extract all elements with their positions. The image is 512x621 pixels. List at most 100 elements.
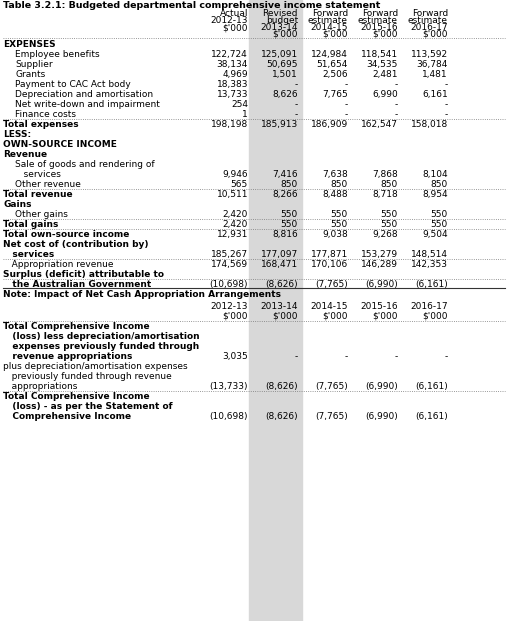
Text: 125,091: 125,091: [261, 50, 298, 59]
Text: (6,990): (6,990): [365, 412, 398, 421]
Text: Total own-source income: Total own-source income: [3, 230, 130, 239]
Text: (6,990): (6,990): [365, 382, 398, 391]
Text: Total expenses: Total expenses: [3, 120, 79, 129]
Text: 158,018: 158,018: [411, 120, 448, 129]
Text: 2015-16: 2015-16: [360, 23, 398, 32]
Text: (6,990): (6,990): [365, 280, 398, 289]
Text: appropriations: appropriations: [3, 382, 77, 391]
Text: LESS:: LESS:: [3, 130, 31, 139]
Text: Forward: Forward: [362, 9, 398, 18]
Text: Actual: Actual: [220, 9, 248, 18]
Text: -: -: [295, 352, 298, 361]
Text: (6,161): (6,161): [415, 382, 448, 391]
Text: 185,913: 185,913: [261, 120, 298, 129]
Text: 36,784: 36,784: [417, 60, 448, 69]
Text: -: -: [395, 352, 398, 361]
Text: (7,765): (7,765): [315, 280, 348, 289]
Text: 2,420: 2,420: [223, 220, 248, 229]
Text: Payment to CAC Act body: Payment to CAC Act body: [15, 80, 131, 89]
Text: -: -: [445, 100, 448, 109]
Text: Other revenue: Other revenue: [15, 180, 81, 189]
Text: 550: 550: [431, 220, 448, 229]
Text: 142,353: 142,353: [411, 260, 448, 269]
Text: the Australian Government: the Australian Government: [3, 280, 151, 289]
Text: (loss) - as per the Statement of: (loss) - as per the Statement of: [3, 402, 173, 411]
Text: $'000: $'000: [223, 312, 248, 321]
Text: Net cost of (contribution by): Net cost of (contribution by): [3, 240, 148, 249]
Text: $'000: $'000: [272, 30, 298, 39]
Text: 7,765: 7,765: [322, 90, 348, 99]
Text: 4,969: 4,969: [222, 70, 248, 79]
Text: 122,724: 122,724: [211, 50, 248, 59]
Text: 2013-14: 2013-14: [261, 302, 298, 311]
Text: 1: 1: [242, 110, 248, 119]
Text: (loss) less depreciation/amortisation: (loss) less depreciation/amortisation: [3, 332, 200, 341]
Text: 10,511: 10,511: [217, 190, 248, 199]
Text: $'000: $'000: [223, 23, 248, 32]
Text: 850: 850: [331, 180, 348, 189]
Text: 850: 850: [431, 180, 448, 189]
Text: -: -: [345, 100, 348, 109]
Text: Other gains: Other gains: [15, 210, 68, 219]
Text: 2,506: 2,506: [323, 70, 348, 79]
Text: (13,733): (13,733): [209, 382, 248, 391]
Text: (8,626): (8,626): [265, 280, 298, 289]
Text: -: -: [345, 352, 348, 361]
Text: 8,488: 8,488: [323, 190, 348, 199]
Text: expenses previously funded through: expenses previously funded through: [3, 342, 199, 351]
Text: (6,161): (6,161): [415, 412, 448, 421]
Text: OWN-SOURCE INCOME: OWN-SOURCE INCOME: [3, 140, 117, 149]
Text: 146,289: 146,289: [361, 260, 398, 269]
Text: plus depreciation/amortisation expenses: plus depreciation/amortisation expenses: [3, 362, 187, 371]
Text: 153,279: 153,279: [361, 250, 398, 259]
Text: -: -: [295, 110, 298, 119]
Text: 9,946: 9,946: [222, 170, 248, 179]
Text: 170,106: 170,106: [311, 260, 348, 269]
Text: 1,481: 1,481: [422, 70, 448, 79]
Text: 34,535: 34,535: [367, 60, 398, 69]
Text: $'000: $'000: [323, 30, 348, 39]
Text: Sale of goods and rendering of: Sale of goods and rendering of: [15, 160, 155, 169]
Text: previously funded through revenue: previously funded through revenue: [3, 372, 172, 381]
Text: 2014-15: 2014-15: [310, 302, 348, 311]
Text: 850: 850: [281, 180, 298, 189]
Text: -: -: [445, 110, 448, 119]
Text: 550: 550: [281, 210, 298, 219]
Text: Net write-down and impairment: Net write-down and impairment: [15, 100, 160, 109]
Text: (8,626): (8,626): [265, 412, 298, 421]
Text: -: -: [345, 110, 348, 119]
Text: (10,698): (10,698): [209, 412, 248, 421]
Text: 8,266: 8,266: [272, 190, 298, 199]
Text: 38,134: 38,134: [217, 60, 248, 69]
Text: 550: 550: [331, 220, 348, 229]
Text: 186,909: 186,909: [311, 120, 348, 129]
Text: (6,161): (6,161): [415, 280, 448, 289]
Text: Total Comprehensive Income: Total Comprehensive Income: [3, 322, 150, 331]
Text: Comprehensive Income: Comprehensive Income: [3, 412, 131, 421]
Text: 8,718: 8,718: [372, 190, 398, 199]
Text: Note: Impact of Net Cash Appropriation Arrangements: Note: Impact of Net Cash Appropriation A…: [3, 290, 281, 299]
Text: 2012-13: 2012-13: [210, 302, 248, 311]
Text: 550: 550: [431, 210, 448, 219]
Text: 565: 565: [231, 180, 248, 189]
Text: 118,541: 118,541: [361, 50, 398, 59]
Text: Gains: Gains: [3, 200, 32, 209]
Text: Supplier: Supplier: [15, 60, 53, 69]
Text: 6,990: 6,990: [372, 90, 398, 99]
Text: Finance costs: Finance costs: [15, 110, 76, 119]
Text: 2016-17: 2016-17: [411, 23, 448, 32]
Text: estimate: estimate: [308, 16, 348, 25]
Text: Forward: Forward: [312, 9, 348, 18]
Text: 9,268: 9,268: [372, 230, 398, 239]
Text: Table 3.2.1: Budgeted departmental comprehensive income statement: Table 3.2.1: Budgeted departmental compr…: [3, 1, 380, 10]
Text: Surplus (deficit) attributable to: Surplus (deficit) attributable to: [3, 270, 164, 279]
Text: -: -: [395, 80, 398, 89]
Text: 850: 850: [381, 180, 398, 189]
Text: 3,035: 3,035: [222, 352, 248, 361]
Text: 18,383: 18,383: [217, 80, 248, 89]
Text: 2,481: 2,481: [373, 70, 398, 79]
Text: 177,871: 177,871: [311, 250, 348, 259]
Text: revenue appropriations: revenue appropriations: [3, 352, 133, 361]
Text: 177,097: 177,097: [261, 250, 298, 259]
Text: -: -: [295, 80, 298, 89]
